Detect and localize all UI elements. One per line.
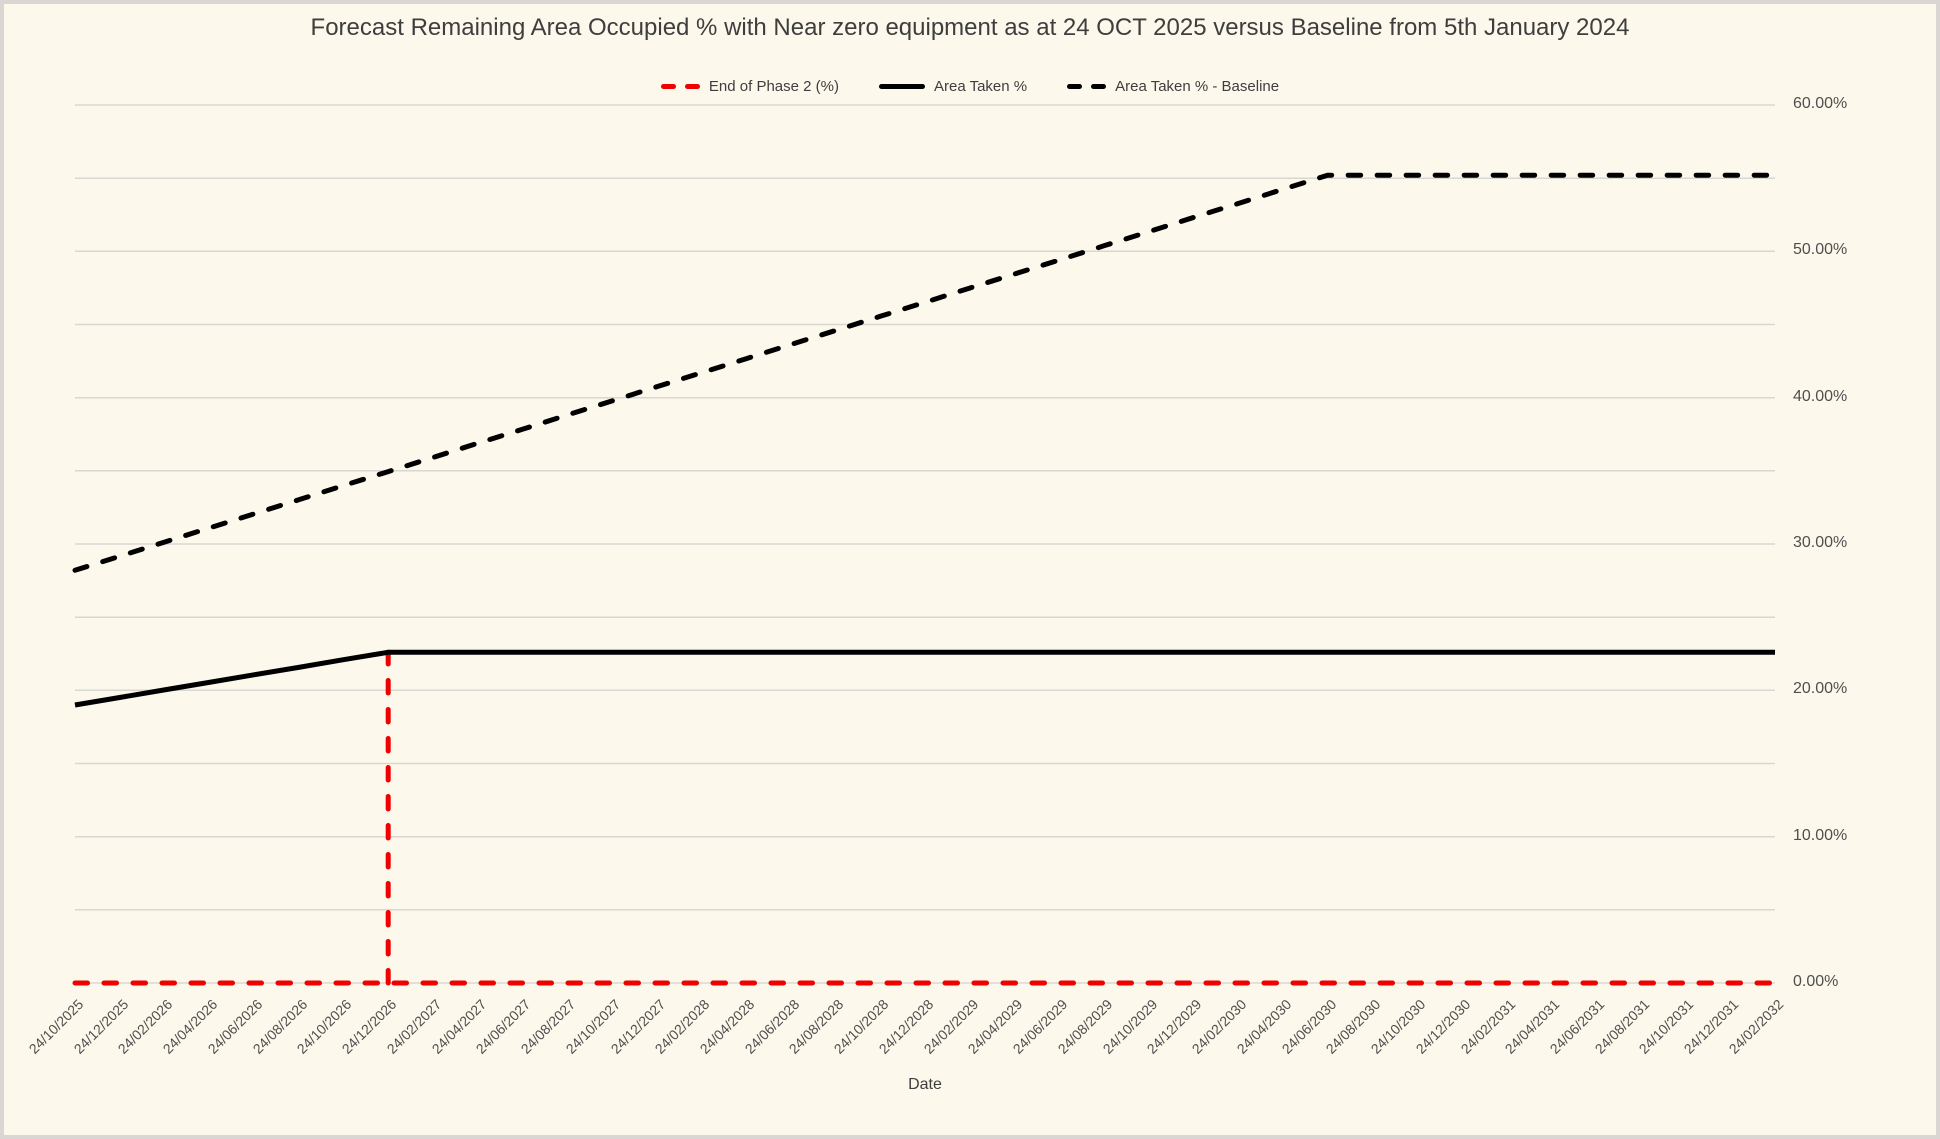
y-tick-label: 10.00% [1793,826,1848,844]
legend-label: Area Taken % [933,78,1028,95]
black-solid-line-icon [878,84,925,89]
y-tick-label: 60.00% [1793,95,1848,112]
plot-area [72,104,1778,986]
black-dashed-line-icon [1067,84,1107,89]
legend-label: End of Phase 2 (%) [708,78,839,95]
series-area-taken-baseline [72,172,1778,573]
legend-item-end-of-phase-2: End of Phase 2 (%) [660,78,839,95]
red-dashed-line-icon [660,84,700,89]
y-tick-label: 20.00% [1793,680,1848,698]
legend-label: Area Taken % - Baseline [1115,78,1280,95]
legend: End of Phase 2 (%) Area Taken % Area Tak… [0,78,1940,95]
y-tick-label: 50.00% [1793,241,1848,259]
x-axis-title: Date [908,1076,942,1093]
legend-item-area-taken: Area Taken % [878,78,1028,95]
y-tick-label: 40.00% [1793,387,1848,405]
gridlines [75,104,1775,984]
y-tick-label: 0.00% [1793,973,1839,990]
legend-item-area-taken-baseline: Area Taken % - Baseline [1067,78,1279,95]
chart-title: Forecast Remaining Area Occupied % with … [310,14,1630,41]
y-tick-label: 30.00% [1793,534,1848,551]
series-area-taken [74,649,1775,708]
